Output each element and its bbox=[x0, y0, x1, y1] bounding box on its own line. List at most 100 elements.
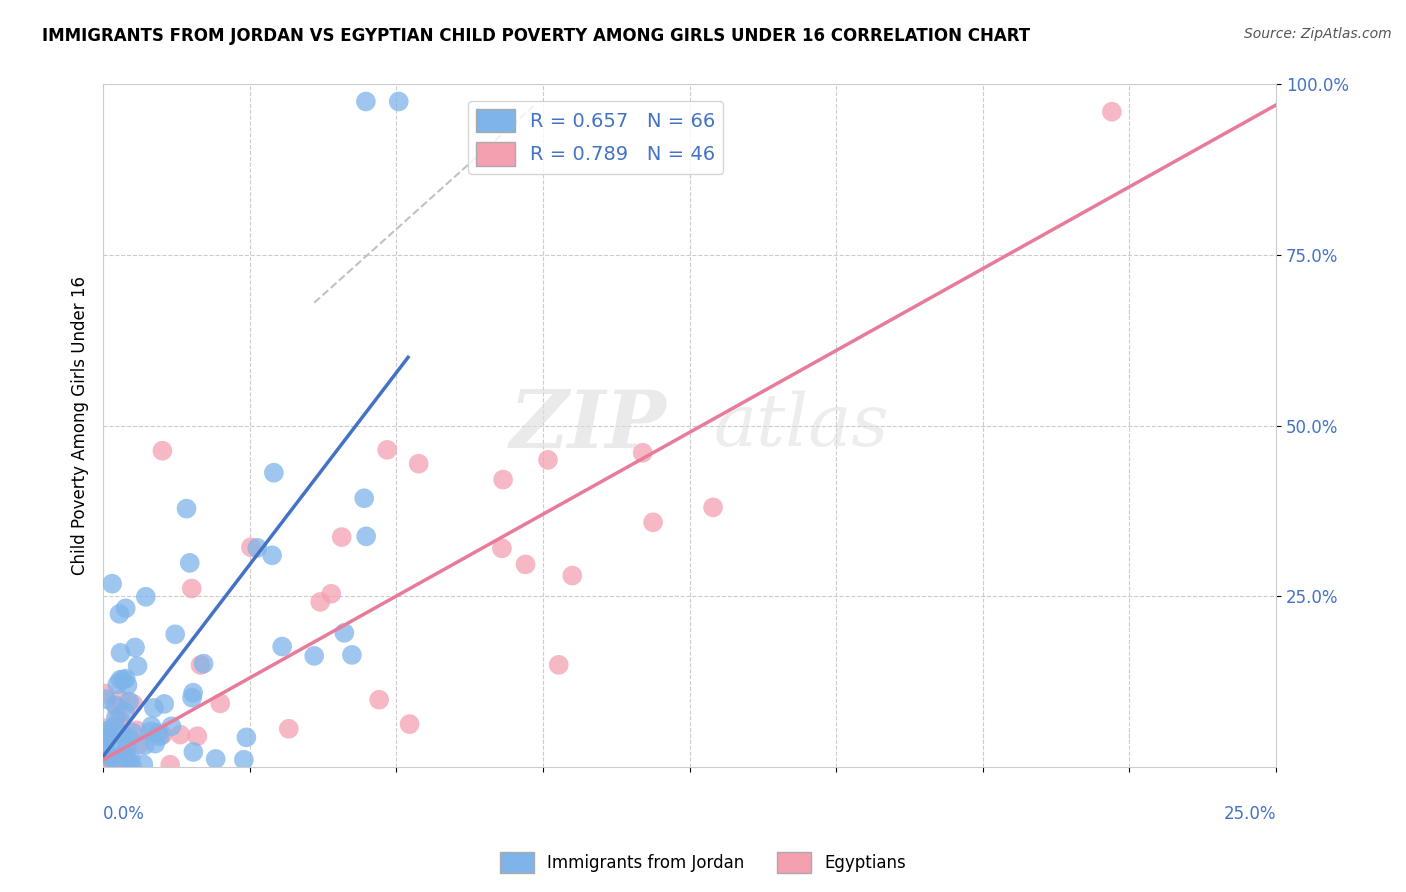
Point bbox=[94, 692, 117, 706]
Text: atlas: atlas bbox=[713, 390, 889, 461]
Point bbox=[277, 722, 299, 736]
Text: 0.0%: 0.0% bbox=[103, 805, 145, 823]
Point bbox=[108, 607, 131, 621]
Point bbox=[330, 530, 353, 544]
Point bbox=[183, 745, 205, 759]
Point bbox=[103, 755, 125, 769]
Point bbox=[186, 729, 208, 743]
Text: IMMIGRANTS FROM JORDAN VS EGYPTIAN CHILD POVERTY AMONG GIRLS UNDER 16 CORRELATIO: IMMIGRANTS FROM JORDAN VS EGYPTIAN CHILD… bbox=[42, 27, 1031, 45]
Point bbox=[340, 648, 363, 662]
Point bbox=[107, 712, 129, 726]
Point bbox=[181, 686, 204, 700]
Point bbox=[239, 540, 262, 554]
Point bbox=[181, 690, 204, 705]
Point bbox=[104, 710, 127, 724]
Point bbox=[537, 453, 560, 467]
Point bbox=[101, 739, 124, 754]
Legend: Immigrants from Jordan, Egyptians: Immigrants from Jordan, Egyptians bbox=[494, 846, 912, 880]
Point bbox=[107, 726, 129, 740]
Point bbox=[132, 757, 155, 772]
Point bbox=[114, 751, 136, 765]
Point bbox=[105, 699, 128, 714]
Point bbox=[135, 590, 157, 604]
Point bbox=[115, 742, 138, 756]
Point bbox=[547, 657, 569, 672]
Point bbox=[149, 729, 172, 743]
Point bbox=[142, 701, 165, 715]
Point bbox=[139, 724, 162, 739]
Point bbox=[114, 601, 136, 615]
Point bbox=[631, 446, 654, 460]
Point bbox=[117, 731, 139, 745]
Point bbox=[134, 738, 156, 752]
Point bbox=[492, 473, 515, 487]
Y-axis label: Child Poverty Among Girls Under 16: Child Poverty Among Girls Under 16 bbox=[72, 276, 89, 575]
Text: ZIP: ZIP bbox=[509, 387, 666, 464]
Point bbox=[101, 576, 124, 591]
Point bbox=[209, 697, 232, 711]
Point bbox=[94, 721, 117, 735]
Point bbox=[94, 755, 117, 769]
Point bbox=[388, 95, 411, 109]
Point bbox=[204, 752, 226, 766]
Point bbox=[110, 727, 132, 741]
Point bbox=[368, 692, 391, 706]
Point bbox=[408, 457, 430, 471]
Point bbox=[246, 541, 269, 555]
Point bbox=[1101, 104, 1123, 119]
Point bbox=[235, 731, 257, 745]
Point bbox=[169, 728, 191, 742]
Legend: R = 0.657   N = 66, R = 0.789   N = 46: R = 0.657 N = 66, R = 0.789 N = 46 bbox=[468, 101, 724, 174]
Point bbox=[125, 723, 148, 738]
Point bbox=[100, 756, 122, 770]
Point bbox=[101, 752, 124, 766]
Point bbox=[110, 646, 132, 660]
Point bbox=[302, 648, 325, 663]
Point bbox=[100, 749, 122, 764]
Point bbox=[180, 582, 202, 596]
Point bbox=[103, 757, 125, 772]
Point bbox=[127, 659, 149, 673]
Point bbox=[152, 728, 174, 742]
Point bbox=[160, 719, 183, 733]
Point bbox=[159, 757, 181, 772]
Point bbox=[118, 695, 141, 709]
Point bbox=[262, 549, 284, 563]
Point bbox=[561, 568, 583, 582]
Point bbox=[321, 587, 343, 601]
Point bbox=[398, 717, 420, 731]
Point bbox=[153, 697, 176, 711]
Point bbox=[702, 500, 724, 515]
Point bbox=[94, 739, 117, 754]
Point bbox=[193, 657, 215, 671]
Point bbox=[110, 756, 132, 771]
Point bbox=[110, 673, 132, 687]
Point bbox=[117, 678, 139, 692]
Point bbox=[271, 640, 294, 654]
Point bbox=[108, 692, 131, 706]
Text: 25.0%: 25.0% bbox=[1223, 805, 1277, 823]
Point bbox=[112, 750, 135, 764]
Point bbox=[263, 466, 285, 480]
Point bbox=[143, 737, 166, 751]
Point bbox=[128, 738, 150, 752]
Point bbox=[150, 443, 173, 458]
Point bbox=[232, 753, 254, 767]
Point bbox=[190, 658, 212, 673]
Point bbox=[375, 442, 398, 457]
Point bbox=[118, 754, 141, 768]
Point bbox=[354, 529, 377, 543]
Point bbox=[120, 751, 142, 765]
Point bbox=[114, 672, 136, 686]
Point bbox=[94, 687, 117, 701]
Point bbox=[110, 712, 132, 726]
Point bbox=[104, 719, 127, 733]
Point bbox=[333, 625, 356, 640]
Point bbox=[179, 556, 201, 570]
Point bbox=[93, 724, 115, 739]
Point bbox=[165, 627, 187, 641]
Point bbox=[104, 698, 127, 713]
Point bbox=[97, 723, 120, 738]
Point bbox=[105, 677, 128, 691]
Point bbox=[491, 541, 513, 556]
